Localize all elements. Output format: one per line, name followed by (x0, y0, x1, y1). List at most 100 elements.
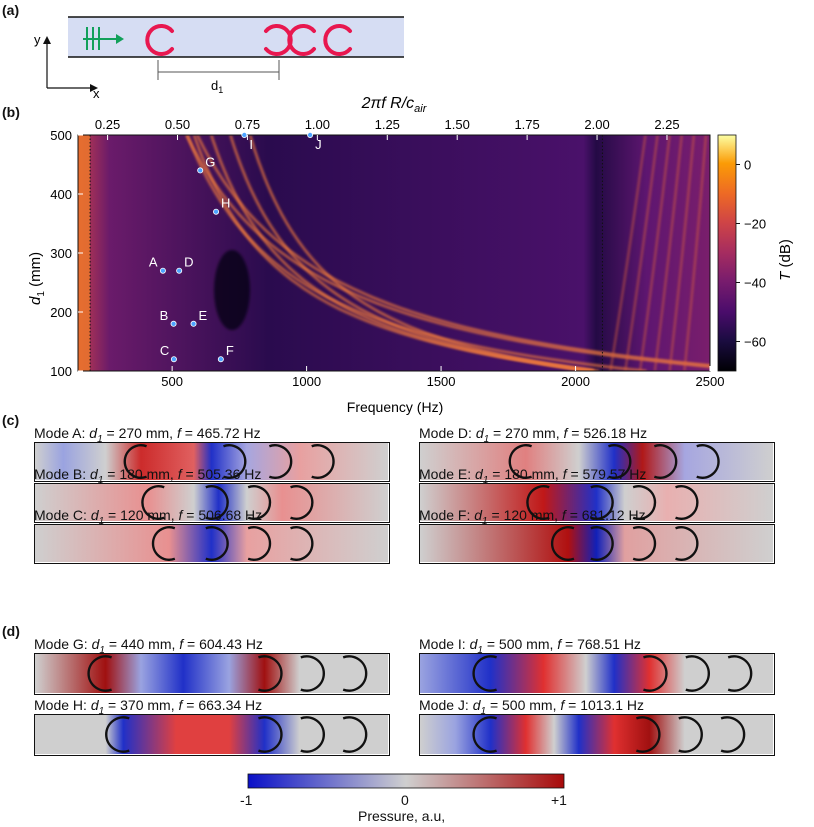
pressure-min-label: -1 (240, 792, 253, 808)
mode-point-label-G: G (205, 154, 215, 169)
y-axis-label: d1 (mm) (27, 252, 47, 305)
mode-field-G (34, 653, 390, 695)
mode-point-J (307, 132, 314, 139)
transmission-heatmap: A B C D E F G H I J 500 1000 1500 2000 2500 100 200 300… (27, 95, 794, 415)
resonance-curve (210, 135, 594, 371)
top-tick-label: 2.25 (654, 117, 679, 132)
resonance-curve (196, 135, 710, 367)
x-ticks: 500 1000 1500 2000 2500 (161, 366, 724, 389)
mode-point-label-B: B (160, 308, 169, 323)
axes-icon (43, 36, 98, 92)
mode-point-B (170, 320, 177, 327)
y-tick-label: 300 (50, 246, 72, 261)
mode-point-H (213, 208, 220, 215)
y-tick-label: 500 (50, 128, 72, 143)
x-tick-label: 2000 (561, 374, 590, 389)
top-tick-label: 1.75 (514, 117, 539, 132)
mode-field-J (419, 714, 775, 756)
mode-point-D (176, 267, 183, 274)
pressure-colorbar-title: Pressure, a.u, (358, 808, 446, 824)
heatmap-plot-area (78, 135, 710, 371)
top-tick-label: 2.00 (584, 117, 609, 132)
colorbar-tick-label: −40 (744, 276, 766, 291)
mode-point-label-I: I (249, 137, 253, 152)
mode-title-F: Mode F: d1 = 120 mm, f = 681.12 Hz (419, 507, 646, 527)
mode-point-C (170, 356, 177, 363)
mode-point-F (217, 356, 224, 363)
axis-x-label: x (93, 86, 100, 100)
x-axis-label: Frequency (Hz) (347, 399, 443, 415)
mode-point-label-F: F (226, 343, 234, 358)
mode-point-label-E: E (199, 308, 208, 323)
y-tick-label: 400 (50, 187, 72, 202)
resonance-curve (192, 135, 600, 371)
resonator-3 (287, 24, 316, 56)
panel-label-c: (c) (2, 412, 20, 428)
high-frequency-curve (668, 135, 695, 371)
high-frequency-curve (683, 135, 707, 371)
mode-field-F (419, 524, 775, 564)
d1-label: d1 (211, 78, 223, 95)
panel-label-d: (d) (2, 623, 20, 639)
mode-title-A: Mode A: d1 = 270 mm, f = 465.72 Hz (34, 425, 261, 445)
mode-title-H: Mode H: d1 = 370 mm, f = 663.34 Hz (34, 697, 263, 717)
top-tick-label: 1.50 (445, 117, 470, 132)
mode-field-I (419, 653, 775, 695)
dotted-lines (89, 135, 603, 371)
mode-title-D: Mode D: d1 = 270 mm, f = 526.18 Hz (419, 425, 648, 445)
colorbar-tick-label: −60 (744, 335, 766, 350)
top-tick-label: 0.25 (95, 117, 120, 132)
top-tick-label: 0.75 (235, 117, 260, 132)
top-tick-label: 1.25 (375, 117, 400, 132)
colorbar-ticks: 0 −20 −40 −60 (736, 158, 766, 350)
mode-point-G (197, 167, 204, 174)
axis-y-label: y (34, 32, 41, 47)
panel-label-b: (b) (2, 104, 20, 120)
mode-field-B (34, 483, 390, 523)
colorbar-label: T (dB) (777, 239, 794, 281)
mode-title-C: Mode C: d1 = 120 mm, f = 506.68 Hz (34, 507, 263, 527)
transmission-colorbar (717, 134, 737, 372)
mode-title-B: Mode B: d1 = 180 mm, f = 505.36 Hz (34, 466, 262, 486)
pressure-max-label: +1 (551, 792, 567, 808)
mode-point-label-H: H (221, 196, 230, 211)
high-frequency-curve (624, 135, 659, 371)
resonance-curve (186, 135, 647, 371)
y-ticks: 100 200 300 400 500 (50, 128, 83, 379)
mode-title-G: Mode G: d1 = 440 mm, f = 604.43 Hz (34, 636, 263, 656)
high-frequency-curve (654, 135, 683, 371)
pressure-mid-label: 0 (401, 792, 409, 808)
mode-title-J: Mode J: d1 = 500 mm, f = 1013.1 Hz (419, 697, 645, 717)
resonator-4 (323, 24, 352, 56)
mode-field-D (419, 442, 775, 482)
mode-points: A B C D E F G H I J (149, 132, 322, 363)
high-frequency-curve (609, 135, 647, 371)
mode-point-I (241, 132, 248, 139)
resonator-1 (145, 24, 174, 56)
high-frequency-curve (639, 135, 671, 371)
panel-label-a: (a) (2, 2, 20, 18)
resonance-curve (229, 135, 593, 371)
x-tick-label: 2500 (696, 374, 725, 389)
mode-title-E: Mode E: d1 = 180 mm, f = 579.57 Hz (419, 466, 647, 486)
top-ticks: 0.25 0.50 0.75 1.00 1.25 1.50 1.75 2.00 2.25 (95, 117, 680, 140)
mode-field-E (419, 483, 775, 523)
mode-field-C (34, 524, 390, 564)
mode-field-A (34, 442, 390, 482)
mode-field-H (34, 714, 390, 756)
x-tick-label: 1000 (292, 374, 321, 389)
colorbar-tick-label: 0 (744, 158, 751, 173)
plane-wave-icon (83, 27, 124, 50)
dark-region (214, 250, 250, 330)
top-tick-label: 0.50 (165, 117, 190, 132)
mode-point-A (159, 267, 166, 274)
y-tick-label: 200 (50, 305, 72, 320)
colorbar-tick-label: −20 (744, 217, 766, 232)
mode-title-I: Mode I: d1 = 500 mm, f = 768.51 Hz (419, 636, 641, 656)
mode-point-label-A: A (149, 255, 158, 270)
mode-point-label-D: D (184, 255, 193, 270)
resonance-curves (185, 135, 710, 371)
top-tick-label: 1.00 (305, 117, 330, 132)
heatmap-background (78, 135, 710, 371)
y-tick-label: 100 (50, 364, 72, 379)
